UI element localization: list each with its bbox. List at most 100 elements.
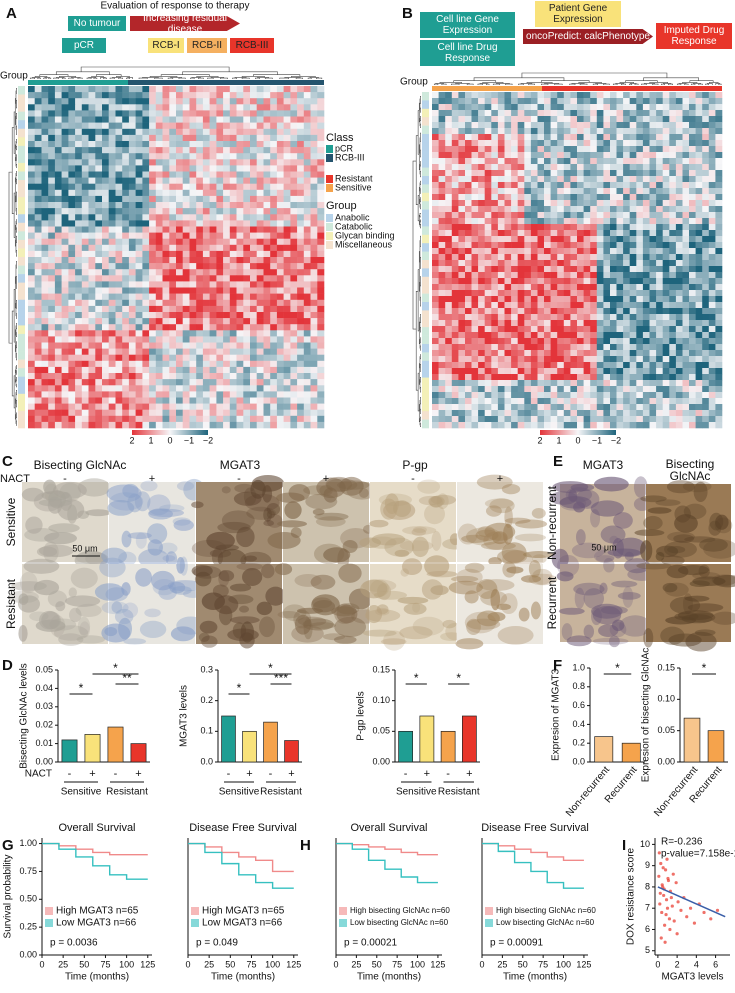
heatmap-cell xyxy=(243,269,251,276)
heatmap-cell xyxy=(176,299,183,307)
group-bar xyxy=(422,234,429,244)
heatmap-cell xyxy=(517,206,525,213)
heatmap-cell xyxy=(629,266,637,273)
heatmap-cell xyxy=(471,296,479,303)
heatmap-cell xyxy=(88,147,96,154)
heatmap-cell xyxy=(451,182,459,189)
heatmap-cell xyxy=(649,110,657,117)
heatmap-cell xyxy=(616,338,624,345)
heatmap-cell xyxy=(458,206,466,213)
heatmap-cell xyxy=(276,232,284,239)
heatmap-cell xyxy=(656,410,663,417)
heatmap-cell xyxy=(445,116,453,123)
heatmap-cell xyxy=(550,398,558,405)
heatmap-cell xyxy=(636,98,644,105)
heatmap-cell xyxy=(649,368,657,375)
heatmap-cell xyxy=(497,254,505,261)
heatmap-cell xyxy=(236,116,244,123)
heatmap-cell xyxy=(61,183,69,191)
heatmap-cell xyxy=(537,176,545,183)
heatmap-cell xyxy=(223,415,231,423)
heatmap-cell xyxy=(229,214,237,221)
heatmap-cell xyxy=(504,92,512,99)
heatmap-cell xyxy=(537,182,545,189)
heatmap-cell xyxy=(115,385,123,392)
heatmap-cell xyxy=(68,324,76,331)
heatmap-cell xyxy=(303,238,311,246)
heatmap-cell xyxy=(88,263,96,270)
heatmap-cell xyxy=(41,342,49,349)
heatmap-cell xyxy=(524,374,532,381)
heatmap-cell xyxy=(149,110,157,117)
heatmap-cell xyxy=(34,250,42,258)
group-bar xyxy=(422,209,429,219)
heatmap-cell xyxy=(88,348,96,355)
heatmap-cell xyxy=(636,242,644,249)
heatmap-cell xyxy=(276,318,284,325)
heatmap-cell xyxy=(642,104,650,111)
heatmap-cell xyxy=(603,272,611,279)
heatmap-cell xyxy=(81,183,89,191)
heatmap-cell xyxy=(530,248,538,255)
heatmap-cell xyxy=(283,385,291,392)
heatmap-cell xyxy=(88,269,96,276)
heatmap-cell xyxy=(128,177,136,184)
heatmap-cell xyxy=(61,397,69,404)
heatmap-cell xyxy=(669,158,677,165)
heatmap-cell xyxy=(478,356,485,363)
heatmap-cell xyxy=(290,379,298,386)
heatmap-cell xyxy=(95,275,103,282)
heatmap-cell xyxy=(497,410,505,417)
heatmap-cell xyxy=(276,171,284,178)
heatmap-cell xyxy=(48,275,56,282)
heatmap-cell xyxy=(577,110,584,117)
heatmap-cell xyxy=(570,308,578,315)
heatmap-cell xyxy=(122,336,130,343)
heatmap-cell xyxy=(577,242,584,249)
heatmap-cell xyxy=(54,287,62,294)
heatmap-cell xyxy=(270,409,278,417)
heatmap-cell xyxy=(689,98,696,105)
heatmap-cell xyxy=(590,164,598,171)
heatmap-cell xyxy=(465,104,472,111)
heatmap-cell xyxy=(290,312,298,319)
heatmap-cell xyxy=(596,356,604,363)
heatmap-cell xyxy=(563,134,571,141)
heatmap-cell xyxy=(563,284,571,291)
heatmap-cell xyxy=(708,242,716,249)
heatmap-cell xyxy=(478,380,485,387)
heatmap-cell xyxy=(451,254,459,261)
heatmap-cell xyxy=(155,385,163,392)
heatmap-cell xyxy=(610,146,617,153)
heatmap-cell xyxy=(675,158,683,165)
heatmap-cell xyxy=(28,293,35,300)
heatmap-cell xyxy=(216,232,224,239)
heatmap-cell xyxy=(182,202,190,209)
heatmap-cell xyxy=(303,379,311,386)
heatmap-cell xyxy=(176,147,183,154)
heatmap-cell xyxy=(263,92,271,99)
heatmap-cell xyxy=(715,362,723,369)
heatmap-cell xyxy=(297,238,305,246)
heatmap-cell xyxy=(128,342,136,349)
heatmap-cell xyxy=(310,360,318,368)
heatmap-cell xyxy=(223,183,231,191)
heatmap-cell xyxy=(317,348,325,355)
heatmap-cell xyxy=(202,421,210,429)
heatmap-cell xyxy=(656,290,663,297)
heatmap-cell xyxy=(550,188,558,195)
heatmap-cell xyxy=(682,116,690,123)
heatmap-cell xyxy=(458,152,466,159)
heatmap-cell xyxy=(209,312,217,319)
heatmap-cell xyxy=(28,373,35,380)
heatmap-cell xyxy=(537,344,545,351)
heatmap-cell xyxy=(135,312,143,319)
heatmap-cell xyxy=(629,380,637,387)
heatmap-cell xyxy=(583,242,591,249)
heatmap-cell xyxy=(649,374,657,381)
heatmap-cell xyxy=(497,212,505,219)
heatmap-cell xyxy=(88,299,96,307)
heatmap-cell xyxy=(243,165,251,172)
heatmap-cell xyxy=(283,250,291,258)
heatmap-cell xyxy=(583,200,591,207)
